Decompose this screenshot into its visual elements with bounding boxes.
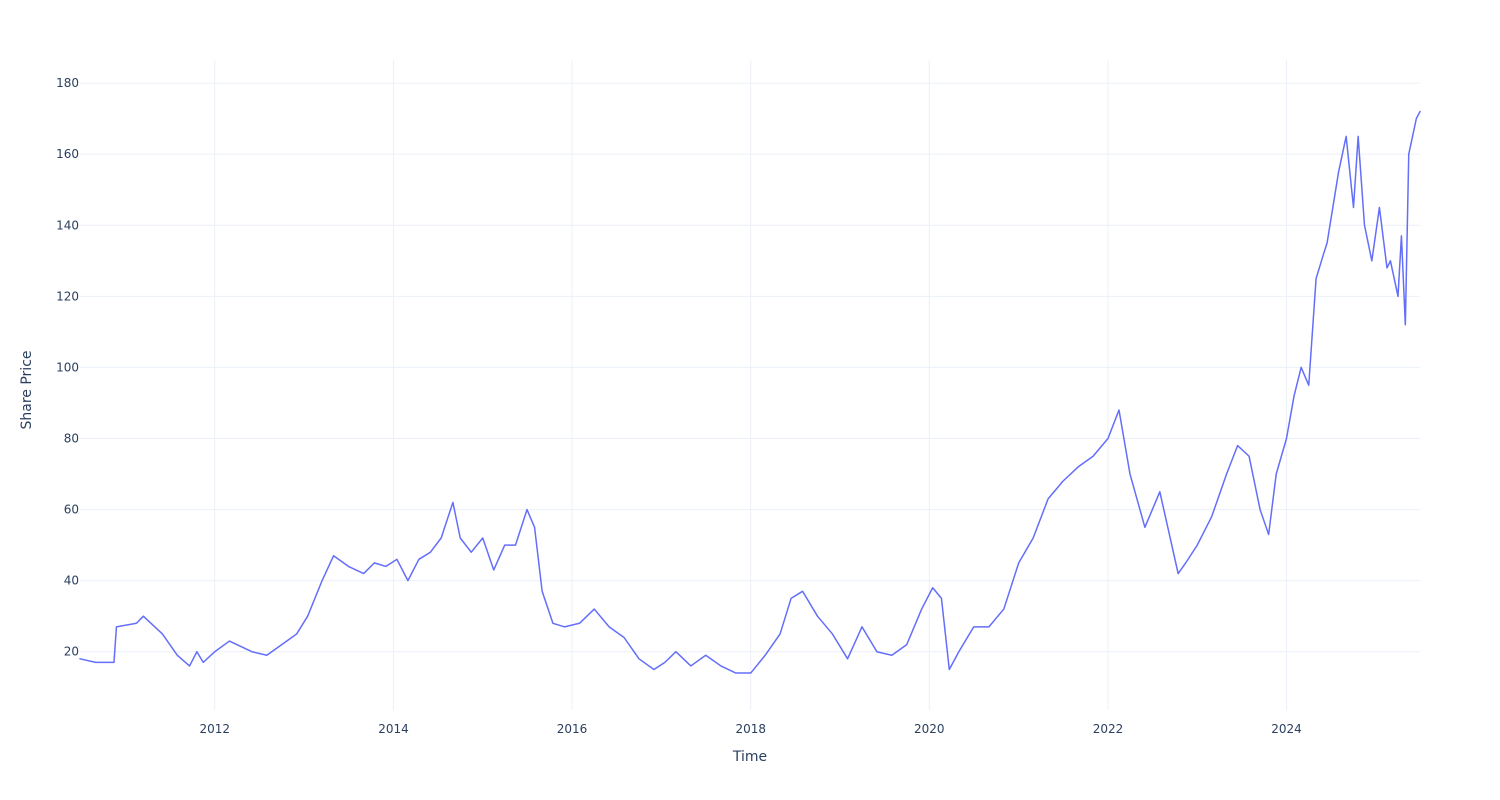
y-tick-label: 80 <box>64 431 79 445</box>
y-tick-label: 20 <box>64 645 79 659</box>
y-tick-label: 100 <box>56 360 79 374</box>
grid-layer <box>80 60 1420 710</box>
x-tick-label: 2020 <box>914 722 945 736</box>
x-tick-label: 2024 <box>1271 722 1302 736</box>
x-tick-label: 2018 <box>735 722 766 736</box>
y-tick-label: 180 <box>56 76 79 90</box>
tick-layer: 20 40 60 80 100 120 140 160 180 2012 2014 2016 2018 2… <box>56 76 1302 736</box>
y-tick-label: 120 <box>56 289 79 303</box>
y-tick-label: 160 <box>56 147 79 161</box>
y-tick-label: 60 <box>64 503 79 517</box>
x-tick-label: 2016 <box>557 722 588 736</box>
y-tick-label: 140 <box>56 218 79 232</box>
y-axis-title: Share Price <box>19 350 35 429</box>
line-layer <box>79 110 1421 674</box>
y-tick-label: 40 <box>64 574 79 588</box>
x-tick-label: 2022 <box>1093 722 1124 736</box>
x-axis-title: Time <box>732 749 767 765</box>
share-price-line <box>79 110 1421 674</box>
x-tick-label: 2014 <box>378 722 409 736</box>
x-tick-label: 2012 <box>199 722 230 736</box>
